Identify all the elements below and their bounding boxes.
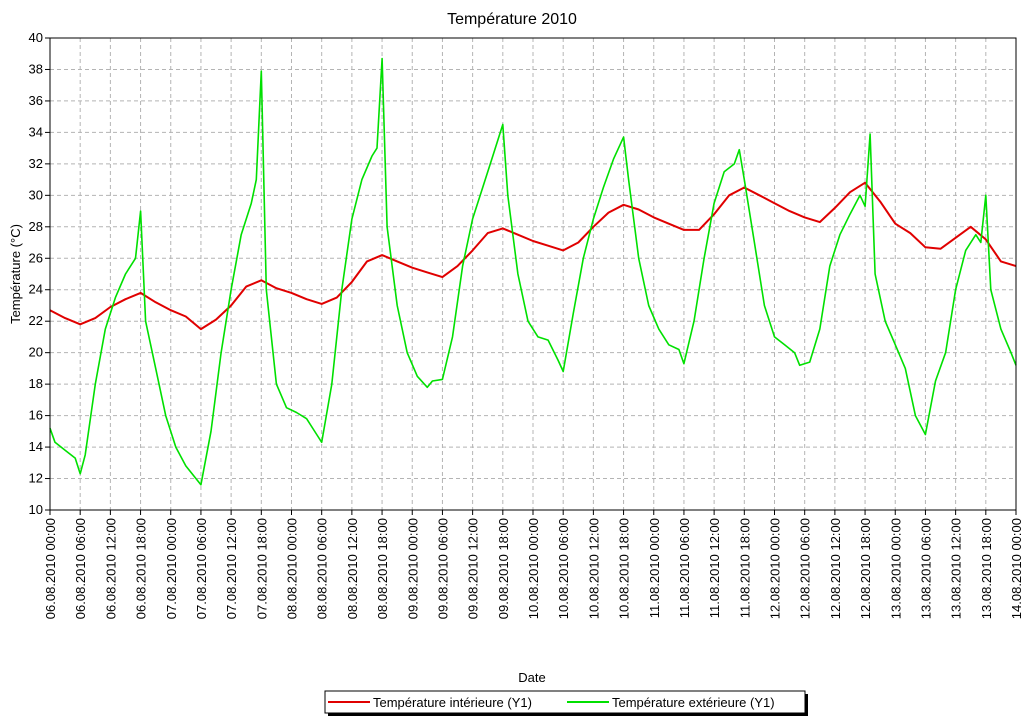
y-tick-label: 16 [29, 408, 43, 423]
y-tick-label: 12 [29, 471, 43, 486]
x-tick-label: 06.08.2010 06:00 [73, 518, 88, 619]
y-tick-label: 22 [29, 313, 43, 328]
x-tick-label: 11.08.2010 00:00 [647, 518, 662, 618]
x-tick-label: 11.08.2010 12:00 [707, 518, 722, 618]
x-tick-label: 12.08.2010 18:00 [858, 518, 873, 619]
x-tick-label: 08.08.2010 00:00 [285, 518, 300, 619]
y-tick-label: 36 [29, 93, 43, 108]
x-tick-label: 07.08.2010 06:00 [194, 518, 209, 619]
x-tick-label: 12.08.2010 06:00 [798, 518, 813, 619]
y-tick-label: 32 [29, 156, 43, 171]
x-tick-label: 06.08.2010 00:00 [43, 518, 58, 619]
y-tick-label: 18 [29, 376, 43, 391]
x-tick-label: 09.08.2010 12:00 [466, 518, 481, 619]
x-tick-label: 06.08.2010 12:00 [103, 518, 118, 619]
legend-box [324, 690, 806, 714]
x-tick-label: 10.08.2010 12:00 [586, 518, 601, 619]
x-tick-label: 09.08.2010 00:00 [405, 518, 420, 619]
x-tick-label: 11.08.2010 06:00 [677, 518, 692, 618]
y-tick-label: 14 [29, 439, 43, 454]
x-tick-label: 13.08.2010 12:00 [949, 518, 964, 619]
series-line-exterieure [49, 57, 1017, 486]
x-axis-label: Date [518, 670, 545, 685]
x-axis: 06.08.2010 00:00 06.08.2010 06:00 06.08.20… [43, 510, 1024, 619]
x-tick-label: 14.08.2010 00:00 [1009, 518, 1024, 619]
legend-label-exterieure: Température extérieure (Y1) [612, 695, 775, 710]
y-tick-label: 24 [29, 282, 43, 297]
series-line-interieure [49, 181, 1017, 331]
x-tick-label: 10.08.2010 06:00 [556, 518, 571, 619]
y-tick-label: 10 [29, 502, 43, 517]
x-tick-label: 13.08.2010 00:00 [888, 518, 903, 619]
x-tick-label: 10.08.2010 18:00 [617, 518, 632, 619]
legend: Température intérieure (Y1) Température … [324, 690, 808, 716]
x-tick-label: 13.08.2010 06:00 [918, 518, 933, 619]
x-tick-label: 12.08.2010 12:00 [828, 518, 843, 619]
y-tick-label: 34 [29, 124, 43, 139]
y-tick-label: 28 [29, 219, 43, 234]
x-tick-label: 13.08.2010 18:00 [979, 518, 994, 619]
x-tick-label: 07.08.2010 18:00 [254, 518, 269, 619]
x-tick-label: 08.08.2010 18:00 [375, 518, 390, 619]
y-tick-label: 26 [29, 250, 43, 265]
x-tick-label: 11.08.2010 18:00 [737, 518, 752, 618]
x-tick-label: 08.08.2010 12:00 [345, 518, 360, 619]
x-tick-label: 06.08.2010 18:00 [134, 518, 149, 619]
y-axis-label: Température (°C) [8, 224, 23, 324]
x-tick-label: 09.08.2010 18:00 [496, 518, 511, 619]
grid [50, 38, 1016, 510]
x-tick-label: 08.08.2010 06:00 [315, 518, 330, 619]
x-tick-label: 12.08.2010 00:00 [768, 518, 783, 619]
y-tick-label: 38 [29, 61, 43, 76]
y-tick-label: 20 [29, 345, 43, 360]
x-tick-label: 10.08.2010 00:00 [526, 518, 541, 619]
y-tick-label: 40 [29, 30, 43, 45]
y-axis: 10 12 14 16 18 20 22 24 26 28 30 32 34 36 38 40 [29, 30, 50, 517]
chart-title: Température 2010 [447, 11, 577, 28]
x-tick-label: 07.08.2010 12:00 [224, 518, 239, 619]
x-tick-label: 09.08.2010 06:00 [435, 518, 450, 619]
legend-label-interieure: Température intérieure (Y1) [373, 695, 532, 710]
series-group [49, 57, 1017, 486]
y-tick-label: 30 [29, 187, 43, 202]
x-tick-label: 07.08.2010 00:00 [164, 518, 179, 619]
